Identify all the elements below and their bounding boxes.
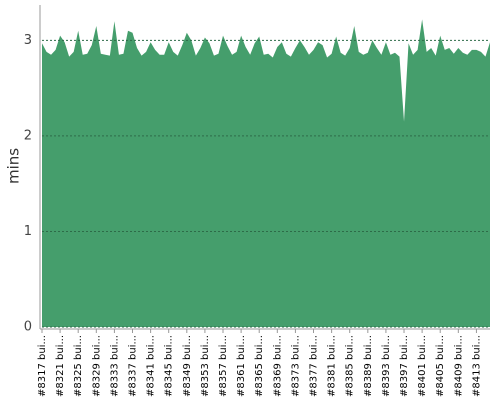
x-tick-label: #8321 bui... — [55, 335, 66, 397]
x-tick-label: #8401 bui... — [417, 335, 428, 397]
x-tick-label: #8405 bui... — [435, 335, 446, 397]
x-tick-label: #8341 bui... — [146, 335, 157, 397]
x-tick-label: #8325 bui... — [73, 335, 84, 397]
y-axis-label: mins — [5, 148, 23, 184]
x-tick-label: #8393 bui... — [381, 335, 392, 397]
x-tick-label: #8317 bui... — [37, 335, 48, 397]
area — [42, 19, 490, 328]
x-tick-label: #8357 bui... — [218, 335, 229, 397]
x-tick-label: #8413 bui... — [471, 335, 482, 397]
x-tick-label: #8377 bui... — [309, 335, 320, 397]
y-tick-label: 2 — [24, 128, 32, 143]
x-tick-label: #8345 bui... — [164, 335, 175, 397]
x-tick-label: #8365 bui... — [254, 335, 265, 397]
y-tick-label: 0 — [24, 320, 32, 335]
x-tick-label: #8329 bui... — [91, 335, 102, 397]
x-tick-label: #8373 bui... — [290, 335, 301, 397]
x-tick-label: #8381 bui... — [327, 335, 338, 397]
x-tick-label: #8361 bui... — [236, 335, 247, 397]
x-tick-label: #8353 bui... — [200, 335, 211, 397]
x-tick-label: #8337 bui... — [128, 335, 139, 397]
y-tick-label: 3 — [24, 33, 32, 48]
x-tick-label: #8409 bui... — [453, 335, 464, 397]
x-tick-label: #8397 bui... — [399, 335, 410, 397]
y-tick-label: 1 — [24, 224, 32, 239]
x-tick-label: #8385 bui... — [345, 335, 356, 397]
x-tick-label: #8349 bui... — [182, 335, 193, 397]
x-tick-label: #8369 bui... — [272, 335, 283, 397]
x-tick-label: #8389 bui... — [363, 335, 374, 397]
x-tick-label: #8333 bui... — [109, 335, 120, 397]
